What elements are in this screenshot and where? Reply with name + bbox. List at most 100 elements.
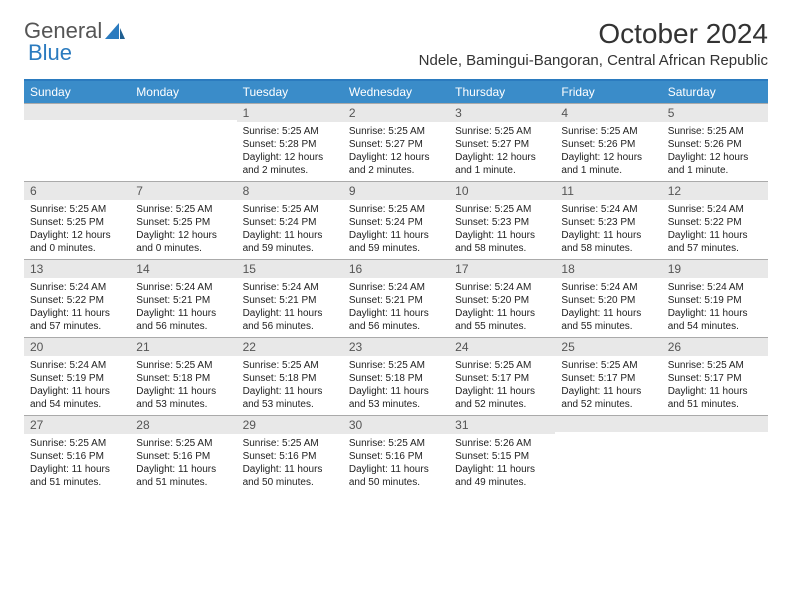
cell-body: Sunrise: 5:25 AMSunset: 5:18 PMDaylight:… (237, 356, 343, 415)
day-number: 29 (237, 415, 343, 434)
cell-body: Sunrise: 5:25 AMSunset: 5:23 PMDaylight:… (449, 200, 555, 259)
day-header: Monday (130, 81, 236, 103)
cell-body: Sunrise: 5:24 AMSunset: 5:19 PMDaylight:… (662, 278, 768, 337)
cell-body: Sunrise: 5:25 AMSunset: 5:24 PMDaylight:… (343, 200, 449, 259)
day-number: 18 (555, 259, 661, 278)
cell-body: Sunrise: 5:25 AMSunset: 5:28 PMDaylight:… (237, 122, 343, 181)
day-number: 15 (237, 259, 343, 278)
header: General October 2024 Ndele, Bamingui-Ban… (24, 18, 768, 69)
cell-body: Sunrise: 5:25 AMSunset: 5:17 PMDaylight:… (555, 356, 661, 415)
cell-body: Sunrise: 5:25 AMSunset: 5:16 PMDaylight:… (343, 434, 449, 493)
calendar-cell: 17Sunrise: 5:24 AMSunset: 5:20 PMDayligh… (449, 259, 555, 337)
cell-body: Sunrise: 5:25 AMSunset: 5:26 PMDaylight:… (555, 122, 661, 181)
calendar-cell: 11Sunrise: 5:24 AMSunset: 5:23 PMDayligh… (555, 181, 661, 259)
day-number (555, 415, 661, 432)
calendar-cell (555, 415, 661, 493)
calendar-cell: 30Sunrise: 5:25 AMSunset: 5:16 PMDayligh… (343, 415, 449, 493)
cell-body: Sunrise: 5:25 AMSunset: 5:17 PMDaylight:… (662, 356, 768, 415)
day-number (130, 103, 236, 120)
calendar-cell: 21Sunrise: 5:25 AMSunset: 5:18 PMDayligh… (130, 337, 236, 415)
day-number: 20 (24, 337, 130, 356)
calendar-cell: 28Sunrise: 5:25 AMSunset: 5:16 PMDayligh… (130, 415, 236, 493)
day-number: 30 (343, 415, 449, 434)
day-number: 23 (343, 337, 449, 356)
cell-body: Sunrise: 5:24 AMSunset: 5:21 PMDaylight:… (343, 278, 449, 337)
calendar-cell (24, 103, 130, 181)
calendar-cell: 4Sunrise: 5:25 AMSunset: 5:26 PMDaylight… (555, 103, 661, 181)
month-title: October 2024 (419, 18, 768, 50)
day-number: 22 (237, 337, 343, 356)
day-number (662, 415, 768, 432)
week-row: 1Sunrise: 5:25 AMSunset: 5:28 PMDaylight… (24, 103, 768, 181)
day-number: 7 (130, 181, 236, 200)
day-number: 25 (555, 337, 661, 356)
cell-body: Sunrise: 5:24 AMSunset: 5:19 PMDaylight:… (24, 356, 130, 415)
cell-body: Sunrise: 5:24 AMSunset: 5:20 PMDaylight:… (449, 278, 555, 337)
calendar-cell: 1Sunrise: 5:25 AMSunset: 5:28 PMDaylight… (237, 103, 343, 181)
day-number: 31 (449, 415, 555, 434)
day-number: 28 (130, 415, 236, 434)
cell-body: Sunrise: 5:24 AMSunset: 5:21 PMDaylight:… (130, 278, 236, 337)
day-header: Friday (555, 81, 661, 103)
calendar-cell: 24Sunrise: 5:25 AMSunset: 5:17 PMDayligh… (449, 337, 555, 415)
cell-body: Sunrise: 5:24 AMSunset: 5:21 PMDaylight:… (237, 278, 343, 337)
day-number: 6 (24, 181, 130, 200)
calendar-cell: 5Sunrise: 5:25 AMSunset: 5:26 PMDaylight… (662, 103, 768, 181)
day-header: Tuesday (237, 81, 343, 103)
day-number: 8 (237, 181, 343, 200)
day-number: 19 (662, 259, 768, 278)
calendar-cell: 22Sunrise: 5:25 AMSunset: 5:18 PMDayligh… (237, 337, 343, 415)
week-row: 20Sunrise: 5:24 AMSunset: 5:19 PMDayligh… (24, 337, 768, 415)
day-number: 12 (662, 181, 768, 200)
calendar: SundayMondayTuesdayWednesdayThursdayFrid… (24, 79, 768, 493)
cell-body: Sunrise: 5:25 AMSunset: 5:25 PMDaylight:… (130, 200, 236, 259)
cell-body: Sunrise: 5:25 AMSunset: 5:18 PMDaylight:… (130, 356, 236, 415)
day-header: Sunday (24, 81, 130, 103)
day-number: 26 (662, 337, 768, 356)
day-number (24, 103, 130, 120)
calendar-cell: 18Sunrise: 5:24 AMSunset: 5:20 PMDayligh… (555, 259, 661, 337)
calendar-cell: 8Sunrise: 5:25 AMSunset: 5:24 PMDaylight… (237, 181, 343, 259)
day-number: 11 (555, 181, 661, 200)
calendar-cell: 7Sunrise: 5:25 AMSunset: 5:25 PMDaylight… (130, 181, 236, 259)
logo-part2: Blue (28, 40, 72, 66)
week-row: 13Sunrise: 5:24 AMSunset: 5:22 PMDayligh… (24, 259, 768, 337)
day-number: 17 (449, 259, 555, 278)
calendar-cell: 26Sunrise: 5:25 AMSunset: 5:17 PMDayligh… (662, 337, 768, 415)
cell-body: Sunrise: 5:25 AMSunset: 5:26 PMDaylight:… (662, 122, 768, 181)
day-header: Thursday (449, 81, 555, 103)
calendar-cell: 14Sunrise: 5:24 AMSunset: 5:21 PMDayligh… (130, 259, 236, 337)
calendar-grid: 1Sunrise: 5:25 AMSunset: 5:28 PMDaylight… (24, 103, 768, 493)
calendar-cell: 20Sunrise: 5:24 AMSunset: 5:19 PMDayligh… (24, 337, 130, 415)
cell-body: Sunrise: 5:25 AMSunset: 5:16 PMDaylight:… (130, 434, 236, 493)
day-number: 24 (449, 337, 555, 356)
calendar-cell: 13Sunrise: 5:24 AMSunset: 5:22 PMDayligh… (24, 259, 130, 337)
cell-body: Sunrise: 5:24 AMSunset: 5:22 PMDaylight:… (24, 278, 130, 337)
day-number: 13 (24, 259, 130, 278)
calendar-cell: 3Sunrise: 5:25 AMSunset: 5:27 PMDaylight… (449, 103, 555, 181)
day-headers: SundayMondayTuesdayWednesdayThursdayFrid… (24, 81, 768, 103)
calendar-cell: 9Sunrise: 5:25 AMSunset: 5:24 PMDaylight… (343, 181, 449, 259)
cell-body: Sunrise: 5:25 AMSunset: 5:27 PMDaylight:… (343, 122, 449, 181)
cell-body: Sunrise: 5:26 AMSunset: 5:15 PMDaylight:… (449, 434, 555, 493)
day-number: 10 (449, 181, 555, 200)
day-number: 14 (130, 259, 236, 278)
day-header: Wednesday (343, 81, 449, 103)
calendar-cell: 16Sunrise: 5:24 AMSunset: 5:21 PMDayligh… (343, 259, 449, 337)
cell-body: Sunrise: 5:25 AMSunset: 5:25 PMDaylight:… (24, 200, 130, 259)
calendar-cell: 10Sunrise: 5:25 AMSunset: 5:23 PMDayligh… (449, 181, 555, 259)
week-row: 6Sunrise: 5:25 AMSunset: 5:25 PMDaylight… (24, 181, 768, 259)
calendar-cell (662, 415, 768, 493)
week-row: 27Sunrise: 5:25 AMSunset: 5:16 PMDayligh… (24, 415, 768, 493)
cell-body: Sunrise: 5:24 AMSunset: 5:23 PMDaylight:… (555, 200, 661, 259)
calendar-cell: 12Sunrise: 5:24 AMSunset: 5:22 PMDayligh… (662, 181, 768, 259)
calendar-cell: 6Sunrise: 5:25 AMSunset: 5:25 PMDaylight… (24, 181, 130, 259)
calendar-cell: 31Sunrise: 5:26 AMSunset: 5:15 PMDayligh… (449, 415, 555, 493)
day-number: 16 (343, 259, 449, 278)
day-number: 4 (555, 103, 661, 122)
cell-body: Sunrise: 5:24 AMSunset: 5:20 PMDaylight:… (555, 278, 661, 337)
cell-body: Sunrise: 5:25 AMSunset: 5:24 PMDaylight:… (237, 200, 343, 259)
calendar-cell: 2Sunrise: 5:25 AMSunset: 5:27 PMDaylight… (343, 103, 449, 181)
location: Ndele, Bamingui-Bangoran, Central Africa… (419, 52, 768, 69)
cell-body: Sunrise: 5:25 AMSunset: 5:17 PMDaylight:… (449, 356, 555, 415)
